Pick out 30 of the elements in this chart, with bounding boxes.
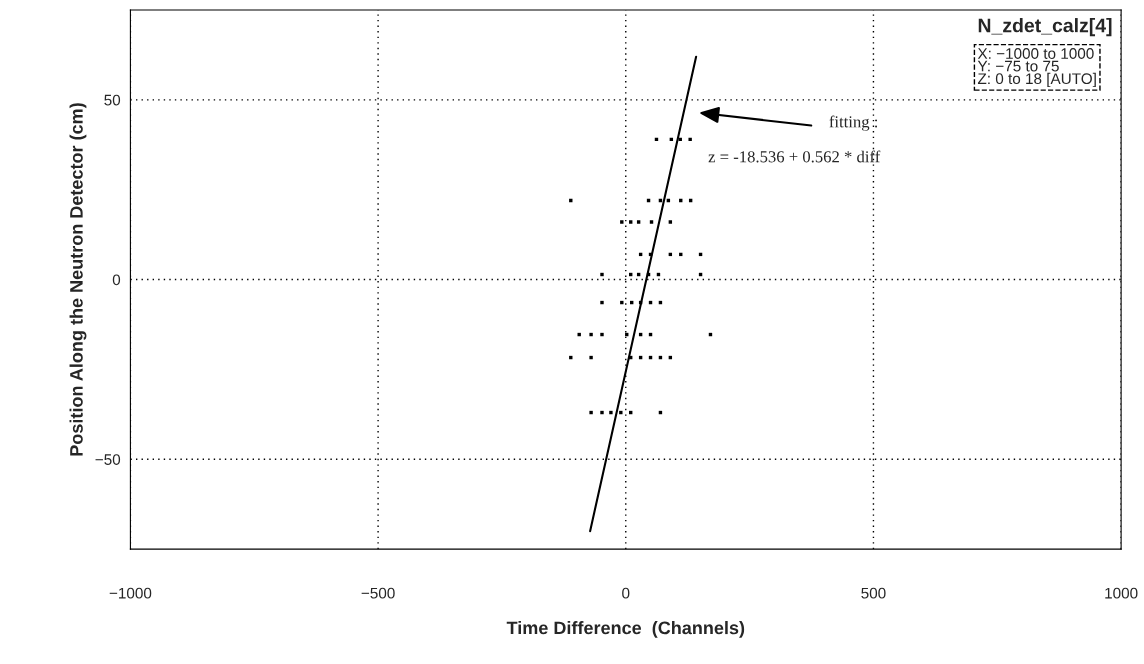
point: [589, 332, 593, 337]
x-axis-title: Time Difference (Channels): [506, 621, 745, 638]
point: [600, 272, 604, 277]
y-tick-label: −50: [95, 454, 121, 465]
point: [600, 410, 604, 415]
point: [600, 300, 604, 305]
point: [589, 410, 593, 415]
y-tick-label: 0: [112, 274, 121, 286]
point: [620, 220, 624, 224]
x-tick-label: 500: [861, 587, 886, 599]
annotation: fitting :: [829, 115, 878, 131]
x-tick-label: −500: [361, 587, 395, 599]
x-tick-label: 1000: [1105, 587, 1138, 599]
point: [620, 300, 624, 305]
point: [629, 220, 633, 224]
point: [600, 332, 604, 337]
point: [688, 137, 692, 142]
point: [668, 220, 673, 224]
annotation: X: −1000 to 1000 Y: −75 to 75 Z: 0 to 18 [AUTO]: [977, 48, 1096, 88]
point: [619, 410, 623, 415]
point: [636, 220, 641, 224]
annotation: z = -18.536 + 0.562 * diff: [708, 150, 881, 163]
point: [589, 355, 593, 360]
x-tick-label: −1000: [109, 587, 152, 599]
chart-title: N_zdet_calz[4]: [978, 18, 1112, 37]
x-tick-label: 0: [622, 587, 630, 599]
point: [649, 220, 654, 224]
point: [609, 410, 613, 415]
y-axis-title: Position Along the Neutron Detector (cm): [69, 103, 87, 456]
y-tick-label: 50: [104, 94, 121, 106]
